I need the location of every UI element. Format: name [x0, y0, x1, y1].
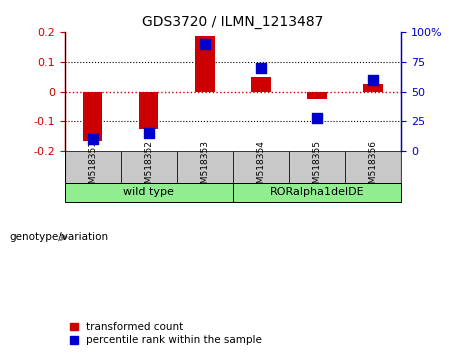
Point	[257, 65, 265, 70]
Bar	[307, 92, 327, 99]
Text: GSM518353: GSM518353	[200, 140, 209, 195]
Text: wild type: wild type	[123, 188, 174, 198]
Text: GSM518356: GSM518356	[368, 140, 378, 195]
Bar	[65, 152, 121, 183]
Text: GSM518352: GSM518352	[144, 140, 153, 195]
Point	[145, 131, 152, 136]
Point	[369, 77, 377, 82]
Bar	[83, 92, 102, 141]
Bar	[233, 152, 289, 183]
Point	[313, 115, 321, 121]
Bar	[195, 36, 214, 92]
Text: GSM518354: GSM518354	[256, 140, 266, 195]
Bar	[65, 183, 233, 202]
Bar	[233, 183, 401, 202]
Title: GDS3720 / ILMN_1213487: GDS3720 / ILMN_1213487	[142, 16, 324, 29]
Legend: transformed count, percentile rank within the sample: transformed count, percentile rank withi…	[70, 322, 262, 345]
Point	[89, 137, 96, 142]
Bar	[345, 152, 401, 183]
Text: RORalpha1delDE: RORalpha1delDE	[270, 188, 364, 198]
Bar	[177, 152, 233, 183]
Bar	[289, 152, 345, 183]
Bar	[121, 152, 177, 183]
Text: GSM518351: GSM518351	[88, 140, 97, 195]
Bar	[139, 92, 159, 129]
Bar	[251, 77, 271, 92]
Point	[201, 41, 208, 47]
Text: genotype/variation: genotype/variation	[9, 232, 108, 242]
Text: GSM518355: GSM518355	[313, 140, 321, 195]
Bar	[363, 84, 383, 92]
